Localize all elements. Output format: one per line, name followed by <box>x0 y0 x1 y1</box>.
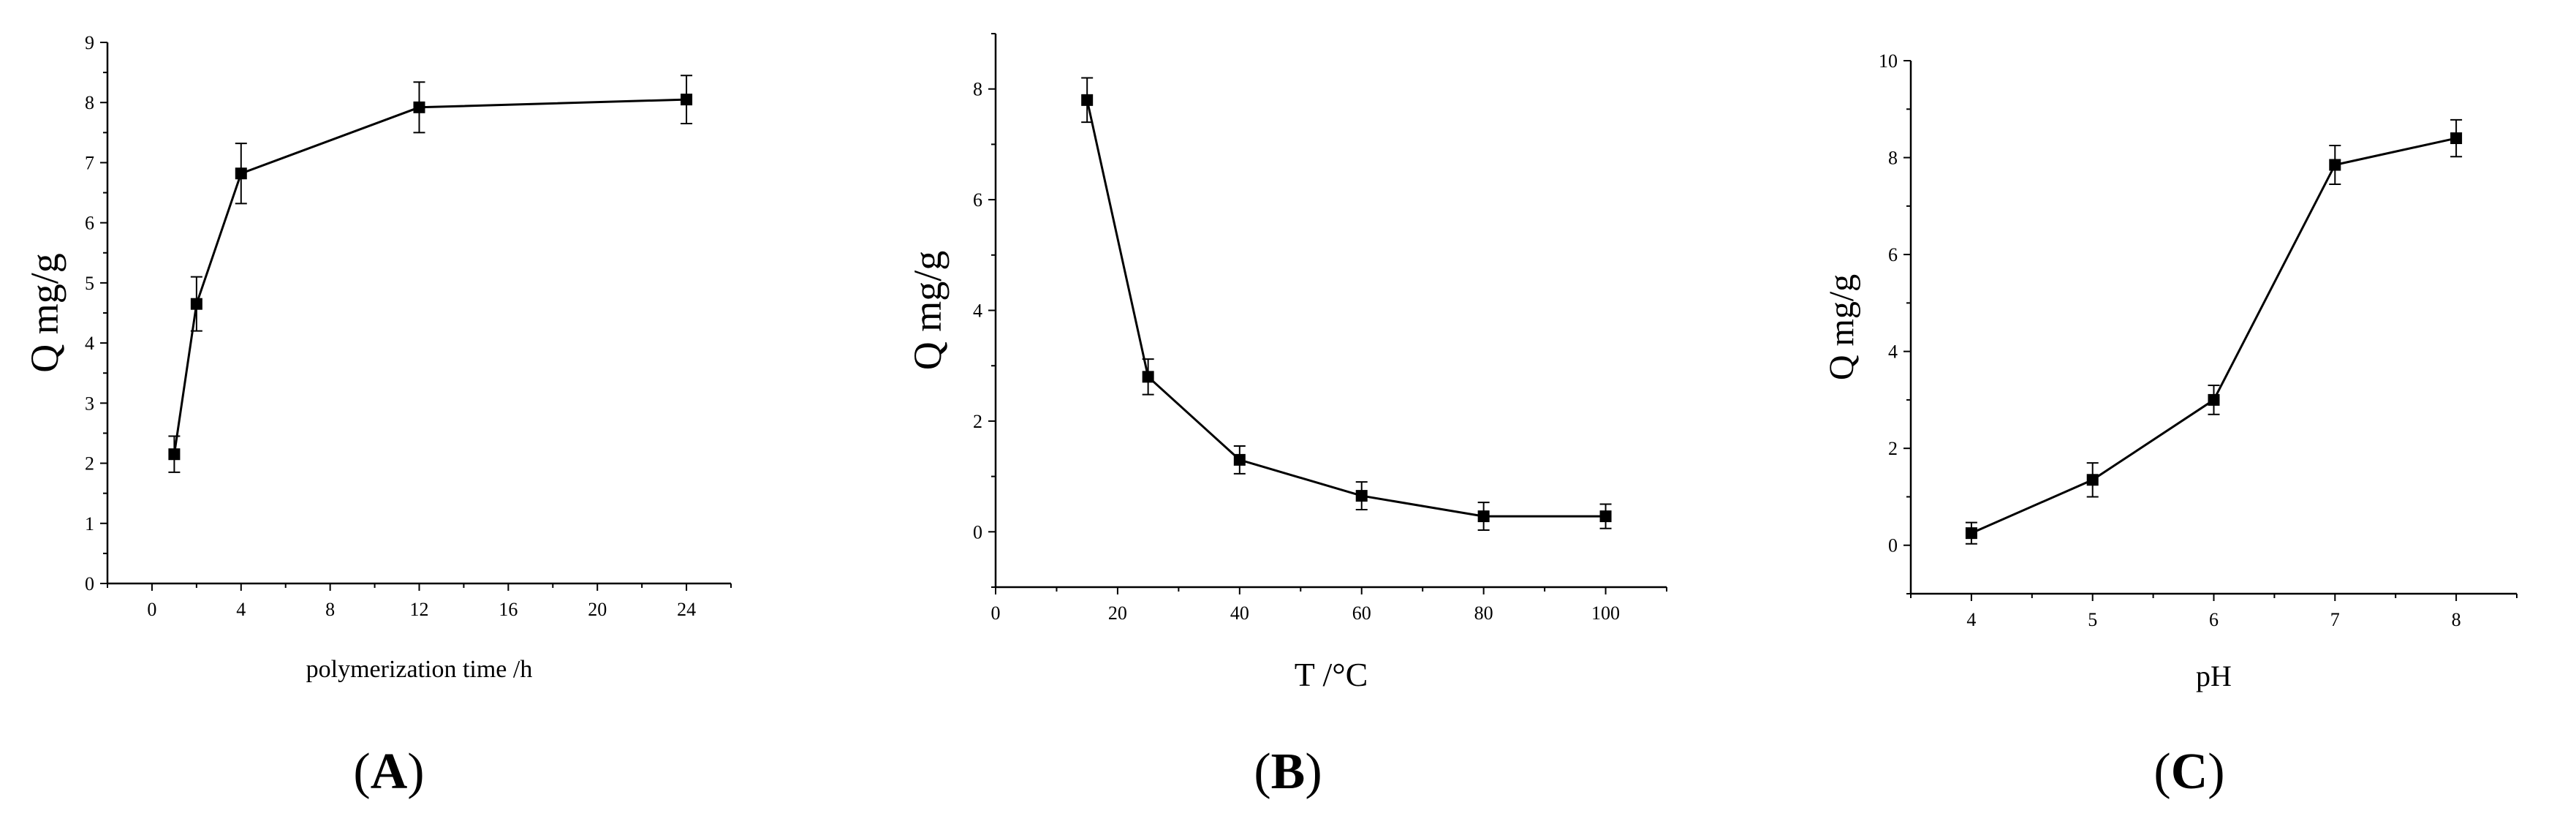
data-point <box>1355 490 1368 502</box>
panel-label: (A) <box>353 744 424 800</box>
data-point <box>681 94 693 106</box>
data-point <box>1599 510 1612 523</box>
y-tick-label: 0 <box>973 521 982 543</box>
data-point <box>2086 474 2099 486</box>
y-axis-title: Q mg/g <box>906 251 950 371</box>
x-tick-label: 12 <box>410 599 429 620</box>
y-tick-label: 0 <box>1888 535 1898 556</box>
panel-label: (B) <box>1254 744 1322 800</box>
x-tick-label: 8 <box>325 599 335 620</box>
x-tick-label: 7 <box>2330 609 2340 630</box>
y-tick-label: 7 <box>85 152 94 173</box>
x-tick-label: 100 <box>1591 602 1620 624</box>
data-point <box>168 448 181 461</box>
data-point <box>2329 159 2341 171</box>
data-point <box>413 101 425 113</box>
x-tick-label: 40 <box>1230 602 1249 624</box>
y-tick-label: 6 <box>1888 244 1898 265</box>
y-tick-label: 4 <box>1888 341 1898 363</box>
data-point <box>1142 371 1154 383</box>
x-tick-label: 0 <box>991 602 1001 624</box>
data-point <box>1965 527 1977 540</box>
x-tick-label: 80 <box>1474 602 1493 624</box>
x-tick-label: 20 <box>588 599 607 620</box>
x-tick-label: 20 <box>1108 602 1127 624</box>
x-tick-label: 60 <box>1352 602 1371 624</box>
data-point <box>235 167 247 180</box>
y-tick-label: 4 <box>973 301 982 322</box>
y-axis-title: Q mg/g <box>1822 274 1861 380</box>
x-tick-label: 16 <box>499 599 518 620</box>
y-tick-label: 8 <box>973 79 982 100</box>
x-tick-label: 4 <box>236 599 246 620</box>
x-tick-label: 6 <box>2209 609 2219 630</box>
data-point <box>1233 453 1246 466</box>
data-point <box>1081 94 1094 106</box>
x-tick-label: 8 <box>2452 609 2461 630</box>
data-point <box>1477 510 1490 523</box>
x-tick-label: 0 <box>147 599 156 620</box>
panel-label: (C) <box>2153 744 2224 800</box>
y-tick-label: 6 <box>85 213 94 234</box>
y-tick-label: 0 <box>85 573 94 594</box>
x-axis-title: pH <box>2196 660 2232 692</box>
data-point <box>190 298 202 310</box>
y-tick-label: 2 <box>973 411 982 432</box>
data-point <box>2450 132 2463 145</box>
series-line <box>173 98 687 455</box>
y-tick-label: 10 <box>1879 50 1898 72</box>
y-tick-label: 8 <box>1888 148 1898 169</box>
y-tick-label: 2 <box>85 453 94 475</box>
x-tick-label: 5 <box>2088 609 2097 630</box>
y-tick-label: 3 <box>85 393 94 414</box>
panel-b: 0 20 40 60 80 100 0 2 4 6 8 T /°C Q mg/g (B) <box>906 33 1667 800</box>
y-tick-label: 1 <box>85 513 94 534</box>
x-axis-title: polymerization time /h <box>306 656 533 683</box>
series-line <box>1086 99 1606 518</box>
series-line <box>1971 137 2457 534</box>
x-axis-title: T /°C <box>1295 656 1368 693</box>
data-point <box>2208 393 2220 406</box>
y-tick-label: 5 <box>85 273 94 294</box>
y-tick-label: 2 <box>1888 438 1898 459</box>
y-tick-label: 6 <box>973 189 982 211</box>
x-tick-label: 4 <box>1966 609 1976 630</box>
x-tick-label: 24 <box>677 599 696 620</box>
y-axis-title: Q mg/g <box>23 253 67 373</box>
y-tick-label: 4 <box>85 333 94 354</box>
y-tick-label: 8 <box>85 92 94 113</box>
panel-c: 4 5 6 7 8 0 2 4 6 8 10 pH Q mg/g (C) <box>1822 50 2518 800</box>
y-tick-label: 9 <box>85 32 94 53</box>
